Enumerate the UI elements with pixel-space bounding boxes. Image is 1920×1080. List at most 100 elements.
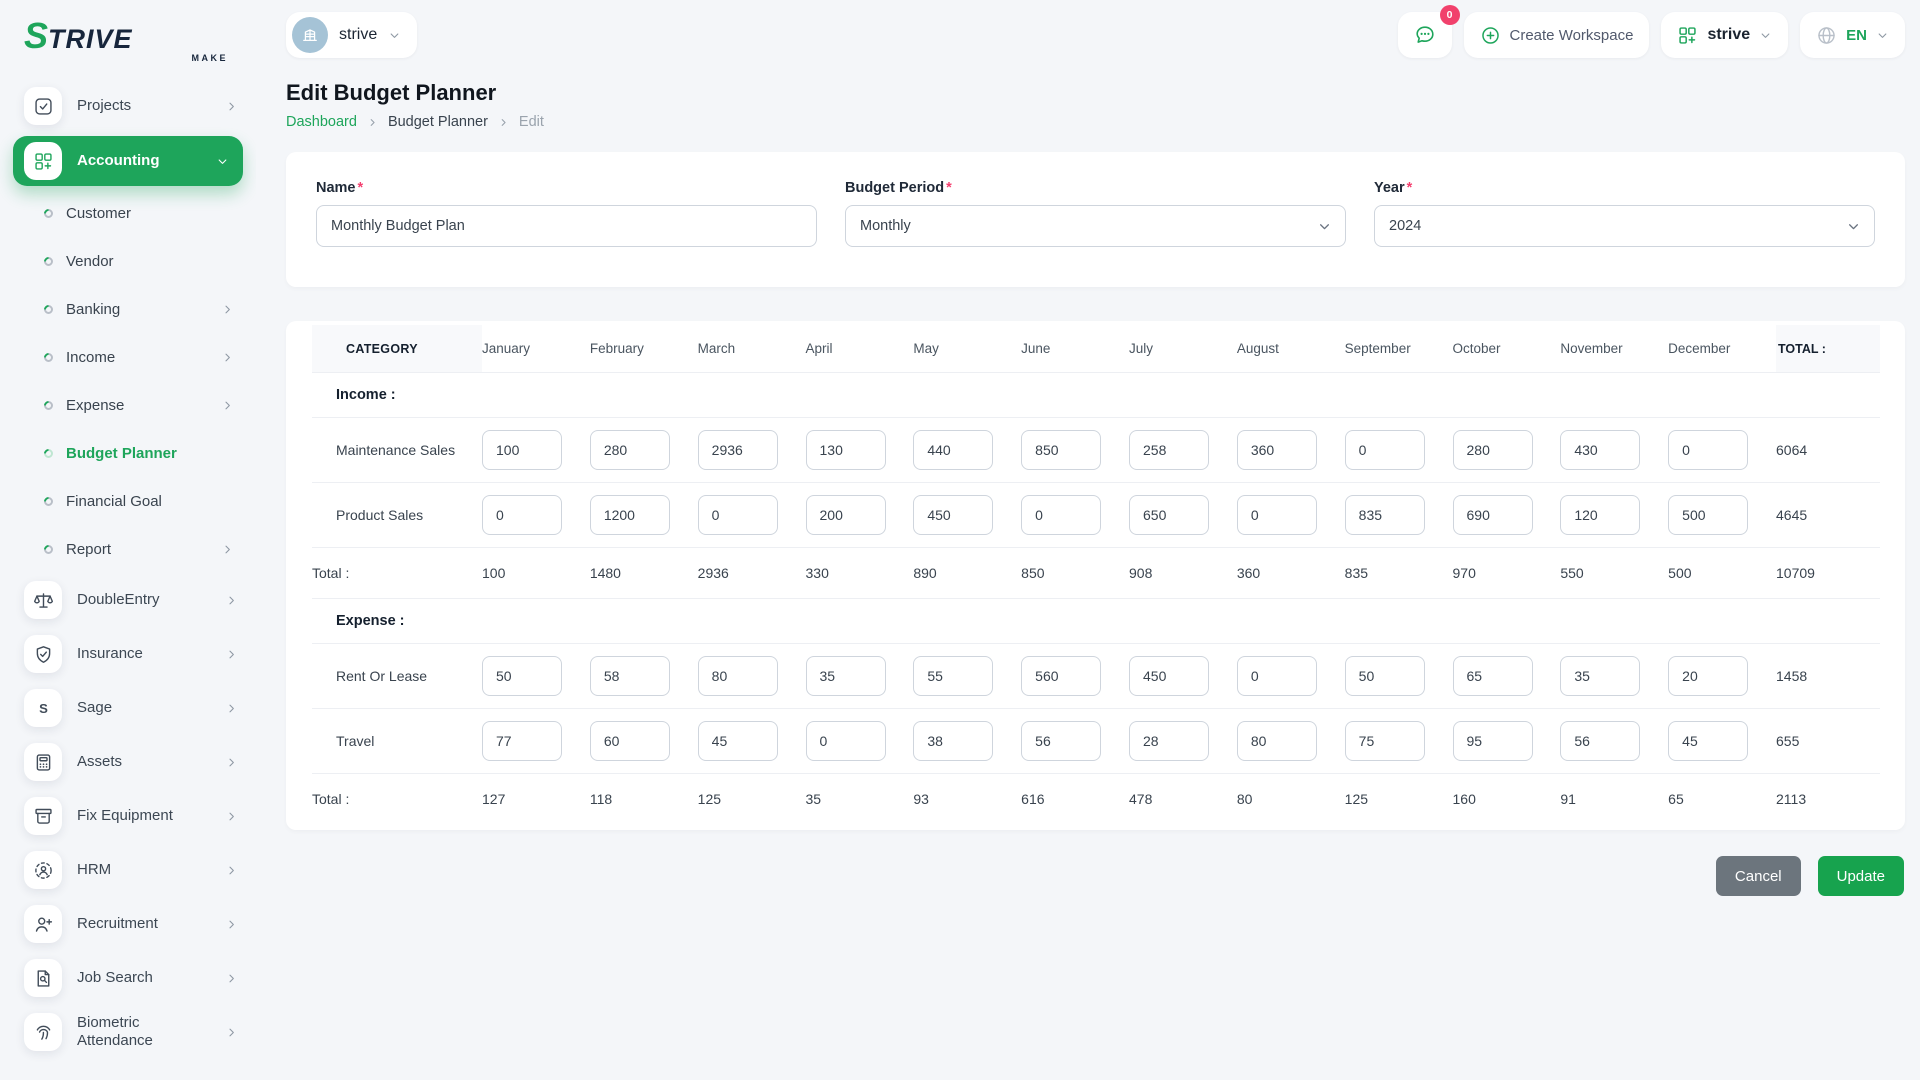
maintenance-sales-month-input[interactable] <box>913 430 994 470</box>
rent-or-lease-month-input[interactable] <box>1560 656 1641 696</box>
cancel-button[interactable]: Cancel <box>1715 856 1801 896</box>
sidebar-item-report[interactable]: Report <box>0 525 256 573</box>
rent-or-lease-month-input[interactable] <box>1021 656 1102 696</box>
product-sales-month-input[interactable] <box>1560 495 1641 535</box>
checkbox-icon <box>24 87 62 126</box>
chevron-right-icon <box>367 117 378 128</box>
breadcrumb-dashboard[interactable]: Dashboard <box>286 114 357 130</box>
column-total: 835 <box>1344 565 1369 581</box>
sidebar-item-banking[interactable]: Banking <box>0 285 256 333</box>
product-sales-month-input[interactable] <box>1236 495 1317 535</box>
travel-month-input[interactable] <box>1344 721 1425 761</box>
travel-month-input[interactable] <box>482 721 562 761</box>
sidebar-item-projects[interactable]: Projects <box>0 79 256 133</box>
brand-logo[interactable]: S TRIVE MAKE <box>0 12 256 79</box>
maintenance-sales-month-input[interactable] <box>697 430 778 470</box>
rent-or-lease-month-input[interactable] <box>589 656 670 696</box>
maintenance-sales-month-input[interactable] <box>482 430 562 470</box>
maintenance-sales-month-input[interactable] <box>1021 430 1102 470</box>
sidebar-item-sage[interactable]: S Sage <box>0 681 256 735</box>
row-label: Travel <box>336 733 375 749</box>
sidebar-item-label: Customer <box>66 204 132 222</box>
maintenance-sales-month-input[interactable] <box>1129 430 1209 470</box>
maintenance-sales-month-input[interactable] <box>1560 430 1641 470</box>
travel-month-input[interactable] <box>805 721 886 761</box>
sidebar-item-label: Budget Planner <box>66 444 177 462</box>
sidebar-item-assets[interactable]: Assets <box>0 735 256 789</box>
rent-or-lease-month-input[interactable] <box>482 656 562 696</box>
maintenance-sales-month-input[interactable] <box>1344 430 1425 470</box>
product-sales-month-input[interactable] <box>1021 495 1102 535</box>
travel-month-input[interactable] <box>1021 721 1102 761</box>
doc-search-icon <box>24 959 62 998</box>
rent-or-lease-month-input[interactable] <box>1344 656 1425 696</box>
chevron-down-icon <box>216 155 229 168</box>
sidebar-item-fix-equipment[interactable]: Fix Equipment <box>0 789 256 843</box>
sidebar-item-customer[interactable]: Customer <box>0 189 256 237</box>
travel-month-input[interactable] <box>1452 721 1533 761</box>
sidebar-item-doubleentry[interactable]: DoubleEntry <box>0 573 256 627</box>
product-sales-month-input[interactable] <box>1129 495 1209 535</box>
language-selector[interactable]: EN <box>1800 12 1905 58</box>
travel-month-input[interactable] <box>1560 721 1641 761</box>
budget-table-card: CATEGORY January February March April May June… <box>286 321 1905 830</box>
maintenance-sales-month-input[interactable] <box>1452 430 1533 470</box>
budget-period-select[interactable]: Monthly <box>845 205 1346 247</box>
product-sales-month-input[interactable] <box>1452 495 1533 535</box>
rent-or-lease-month-input[interactable] <box>697 656 778 696</box>
rent-or-lease-month-input[interactable] <box>1452 656 1533 696</box>
rent-or-lease-month-input[interactable] <box>805 656 886 696</box>
product-sales-month-input[interactable] <box>482 495 562 535</box>
create-workspace-button[interactable]: Create Workspace <box>1463 12 1650 58</box>
travel-month-input[interactable] <box>913 721 994 761</box>
month-header: August <box>1236 341 1279 356</box>
sidebar-item-expense[interactable]: Expense <box>0 381 256 429</box>
maintenance-sales-month-input[interactable] <box>589 430 670 470</box>
sidebar-item-vendor[interactable]: Vendor <box>0 237 256 285</box>
breadcrumb-budget-planner[interactable]: Budget Planner <box>387 114 488 130</box>
product-sales-month-input[interactable] <box>697 495 778 535</box>
sidebar-item-budget-planner[interactable]: Budget Planner <box>0 429 256 477</box>
rent-or-lease-month-input[interactable] <box>1668 656 1749 696</box>
rent-or-lease-month-input[interactable] <box>1236 656 1317 696</box>
product-sales-month-input[interactable] <box>913 495 994 535</box>
table-header-row: CATEGORY January February March April May June… <box>312 325 1880 373</box>
maintenance-sales-month-input[interactable] <box>805 430 886 470</box>
sidebar-item-recruitment[interactable]: Recruitment <box>0 897 256 951</box>
column-total: 35 <box>805 791 822 807</box>
name-input[interactable] <box>316 205 817 247</box>
messages-button[interactable]: 0 <box>1397 5 1460 58</box>
maintenance-sales-month-input[interactable] <box>1236 430 1317 470</box>
product-sales-month-input[interactable] <box>1668 495 1749 535</box>
travel-month-input[interactable] <box>1129 721 1209 761</box>
travel-month-input[interactable] <box>589 721 670 761</box>
sidebar-item-accounting[interactable]: Accounting <box>13 136 243 187</box>
maintenance-sales-month-input[interactable] <box>1668 430 1749 470</box>
sidebar-item-hrm[interactable]: HRM <box>0 843 256 897</box>
sidebar-item-income[interactable]: Income <box>0 333 256 381</box>
svg-text:S: S <box>39 701 48 716</box>
product-sales-month-input[interactable] <box>1344 495 1425 535</box>
sidebar-item-biometric-attendance[interactable]: Biometric Attendance <box>0 1005 256 1059</box>
year-select[interactable]: 2024 <box>1374 205 1875 247</box>
workspace-selector[interactable]: strive <box>286 12 418 58</box>
sidebar-item-insurance[interactable]: Insurance <box>0 627 256 681</box>
column-total: 478 <box>1129 791 1153 807</box>
product-sales-month-input[interactable] <box>805 495 886 535</box>
rent-or-lease-month-input[interactable] <box>1129 656 1209 696</box>
travel-month-input[interactable] <box>1668 721 1749 761</box>
column-total: 91 <box>1560 791 1576 807</box>
workspace-switcher[interactable]: strive <box>1661 12 1789 58</box>
travel-month-input[interactable] <box>1236 721 1317 761</box>
month-header: May <box>913 341 939 356</box>
sidebar-item-financial-goal[interactable]: Financial Goal <box>0 477 256 525</box>
current-workspace-label: strive <box>1707 26 1751 43</box>
budget-form-card: Name* Budget Period* Monthly Year* 20 <box>286 152 1905 287</box>
chevron-down-icon <box>1317 219 1332 234</box>
sidebar-item-job-search[interactable]: Job Search <box>0 951 256 1005</box>
column-total: 970 <box>1452 565 1476 581</box>
update-button[interactable]: Update <box>1817 856 1904 896</box>
rent-or-lease-month-input[interactable] <box>913 656 994 696</box>
travel-month-input[interactable] <box>697 721 778 761</box>
product-sales-month-input[interactable] <box>589 495 670 535</box>
